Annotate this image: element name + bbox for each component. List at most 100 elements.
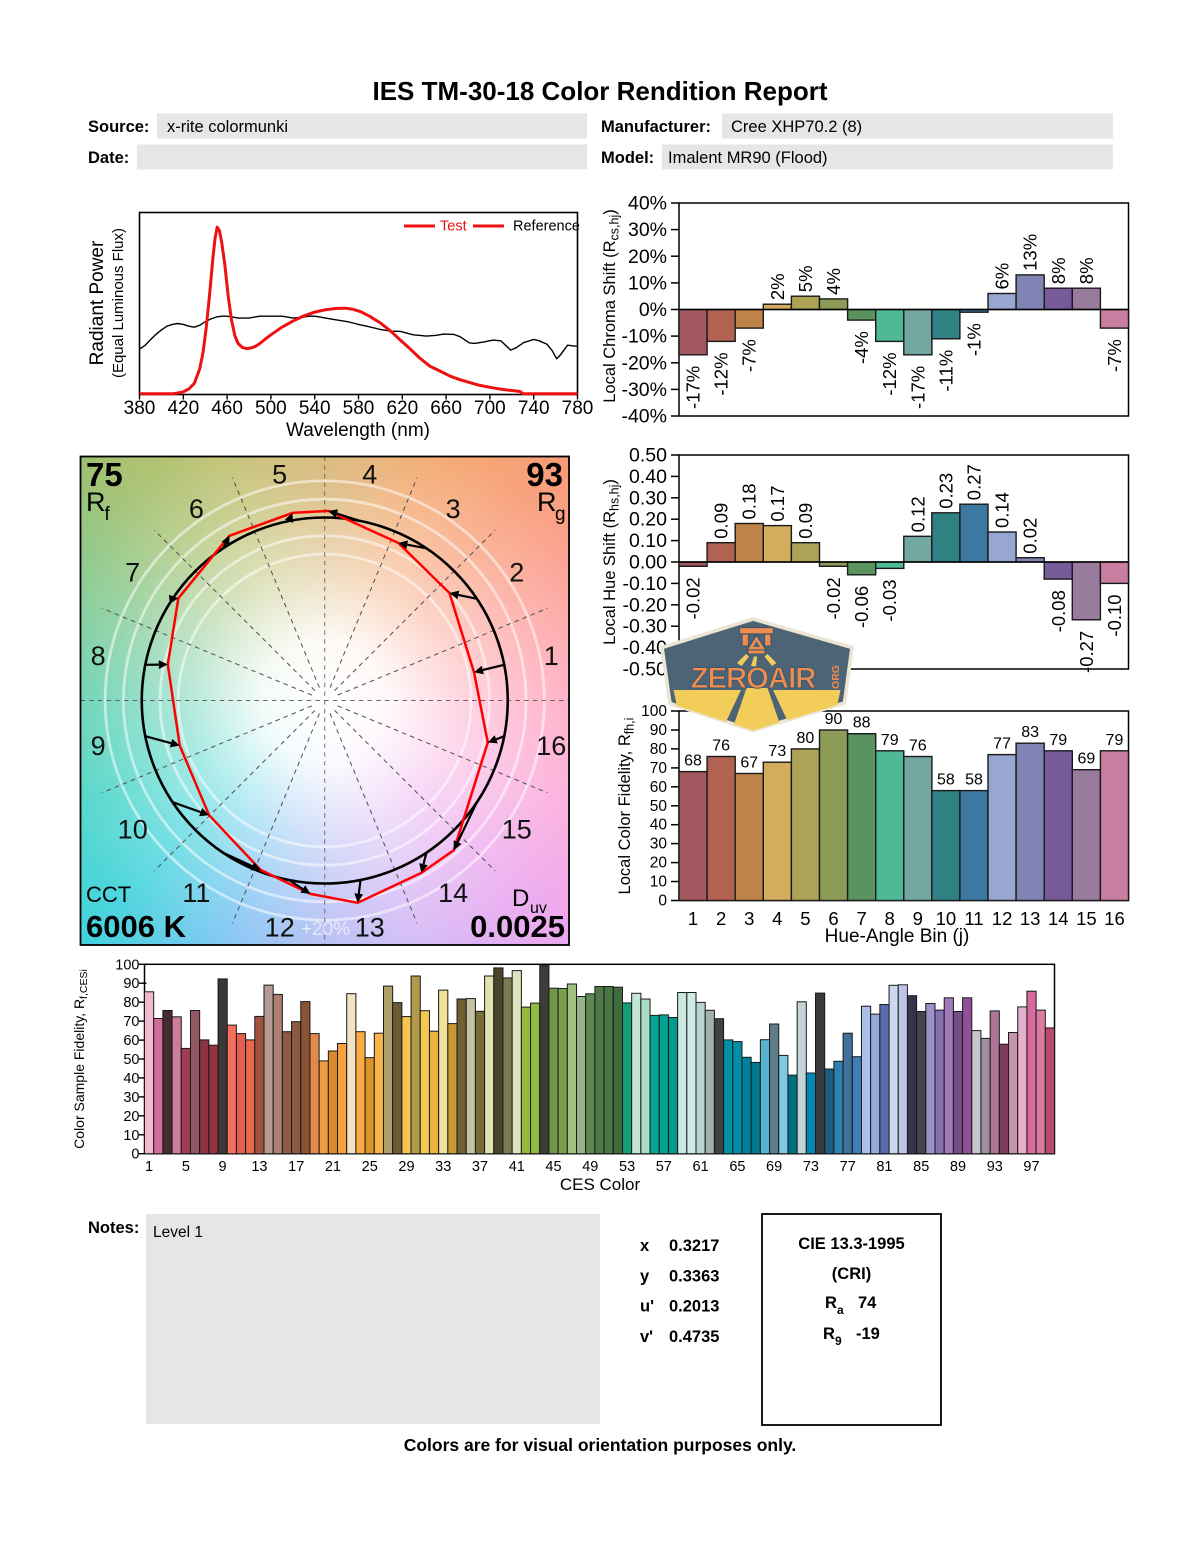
svg-text:R: R <box>823 1325 835 1343</box>
svg-text:0.2013: 0.2013 <box>669 1298 719 1316</box>
svg-text:2: 2 <box>716 908 726 929</box>
svg-text:0.10: 0.10 <box>629 530 667 552</box>
svg-text:68: 68 <box>684 753 702 770</box>
svg-text:740: 740 <box>518 398 550 419</box>
svg-text:-0.10: -0.10 <box>1104 594 1125 636</box>
svg-text:79: 79 <box>881 732 899 749</box>
svg-text:-17%: -17% <box>683 366 704 409</box>
svg-text:Notes:: Notes: <box>88 1219 139 1237</box>
svg-text:0.17: 0.17 <box>767 486 788 522</box>
svg-text:-20%: -20% <box>621 352 667 374</box>
svg-text:67: 67 <box>740 755 758 772</box>
svg-text:780: 780 <box>562 398 594 419</box>
svg-text:58: 58 <box>937 772 955 789</box>
svg-text:0.00: 0.00 <box>629 552 667 574</box>
svg-text:-0.02: -0.02 <box>683 577 704 619</box>
svg-text:6006 K: 6006 K <box>86 909 187 944</box>
svg-text:58: 58 <box>965 772 983 789</box>
svg-text:-0.20: -0.20 <box>623 594 668 616</box>
svg-text:-12%: -12% <box>879 352 900 395</box>
svg-text:60: 60 <box>123 1033 139 1049</box>
svg-text:30%: 30% <box>628 219 667 241</box>
svg-text:v': v' <box>640 1328 653 1346</box>
svg-text:17: 17 <box>288 1159 304 1175</box>
svg-text:0.50: 0.50 <box>629 445 667 467</box>
svg-text:50: 50 <box>650 798 668 815</box>
svg-text:6: 6 <box>189 494 204 524</box>
svg-text:20%: 20% <box>628 246 667 268</box>
svg-text:Colors are for visual orientat: Colors are for visual orientation purpos… <box>404 1435 797 1455</box>
svg-text:15: 15 <box>502 814 532 844</box>
svg-text:79: 79 <box>1106 732 1124 749</box>
svg-text:0: 0 <box>658 893 667 910</box>
svg-text:21: 21 <box>325 1159 341 1175</box>
svg-text:0.40: 0.40 <box>629 466 667 488</box>
svg-text:4%: 4% <box>823 268 844 295</box>
svg-text:Level 1: Level 1 <box>153 1224 203 1241</box>
svg-text:Imalent MR90 (Flood): Imalent MR90 (Flood) <box>668 149 828 167</box>
svg-text:40: 40 <box>123 1071 139 1087</box>
svg-text:0: 0 <box>131 1147 139 1163</box>
svg-text:70: 70 <box>650 760 668 777</box>
svg-text:16: 16 <box>1104 908 1125 929</box>
svg-text:83: 83 <box>1021 724 1039 741</box>
svg-text:-0.08: -0.08 <box>1048 590 1069 632</box>
svg-text:Manufacturer:: Manufacturer: <box>601 118 711 136</box>
svg-text:-0.06: -0.06 <box>851 586 872 628</box>
svg-text:9: 9 <box>219 1159 227 1175</box>
svg-text:90: 90 <box>825 711 843 728</box>
svg-text:0.18: 0.18 <box>739 483 760 519</box>
svg-text:0.3363: 0.3363 <box>669 1267 719 1285</box>
svg-text:D: D <box>512 885 529 912</box>
svg-text:14: 14 <box>1048 908 1069 929</box>
svg-text:540: 540 <box>299 398 331 419</box>
svg-text:76: 76 <box>712 737 730 754</box>
svg-text:IES TM-30-18 Color Rendition R: IES TM-30-18 Color Rendition Report <box>372 76 827 106</box>
svg-text:70: 70 <box>123 1014 139 1030</box>
svg-text:89: 89 <box>950 1159 966 1175</box>
svg-text:Wavelength (nm): Wavelength (nm) <box>286 420 430 441</box>
svg-text:-0.50: -0.50 <box>623 659 668 681</box>
svg-text:Hue-Angle Bin (j): Hue-Angle Bin (j) <box>825 926 970 947</box>
svg-text:+20%: +20% <box>301 919 350 940</box>
svg-text:30: 30 <box>650 836 668 853</box>
svg-text:93: 93 <box>987 1159 1003 1175</box>
svg-text:13: 13 <box>1020 908 1041 929</box>
svg-text:(CRI): (CRI) <box>832 1265 871 1283</box>
svg-text:660: 660 <box>430 398 462 419</box>
svg-text:6%: 6% <box>992 263 1013 290</box>
svg-text:(Equal Luminous Flux): (Equal Luminous Flux) <box>110 228 127 378</box>
svg-text:77: 77 <box>840 1159 856 1175</box>
svg-text:Cree XHP70.2 (8): Cree XHP70.2 (8) <box>731 118 862 136</box>
svg-text:80: 80 <box>123 995 139 1011</box>
svg-text:100: 100 <box>115 957 139 973</box>
svg-text:15: 15 <box>1076 908 1097 929</box>
svg-text:R: R <box>825 1294 837 1312</box>
svg-text:-0.27: -0.27 <box>1076 631 1097 673</box>
svg-text:10: 10 <box>650 874 668 891</box>
svg-text:Test: Test <box>440 219 467 235</box>
svg-text:20: 20 <box>123 1109 139 1125</box>
svg-text:Source:: Source: <box>88 118 149 136</box>
svg-text:100: 100 <box>641 703 667 720</box>
svg-text:-4%: -4% <box>851 331 872 364</box>
svg-text:Reference: Reference <box>513 219 580 235</box>
svg-text:5: 5 <box>272 459 287 489</box>
svg-text:11: 11 <box>182 878 210 908</box>
svg-text:10%: 10% <box>628 272 667 294</box>
svg-text:0.23: 0.23 <box>935 473 956 509</box>
svg-text:20: 20 <box>650 855 668 872</box>
svg-text:-11%: -11% <box>935 350 956 392</box>
svg-text:77: 77 <box>993 736 1011 753</box>
svg-text:ORG: ORG <box>830 665 842 689</box>
svg-text:50: 50 <box>123 1052 139 1068</box>
svg-text:0.02: 0.02 <box>1020 518 1041 554</box>
svg-text:0.09: 0.09 <box>795 503 816 539</box>
svg-text:40%: 40% <box>628 193 667 215</box>
svg-text:-12%: -12% <box>711 352 732 395</box>
svg-text:5: 5 <box>182 1159 190 1175</box>
svg-text:1: 1 <box>544 641 559 671</box>
svg-text:69: 69 <box>1077 751 1095 768</box>
svg-text:-0.10: -0.10 <box>623 573 668 595</box>
svg-text:x: x <box>640 1237 650 1255</box>
